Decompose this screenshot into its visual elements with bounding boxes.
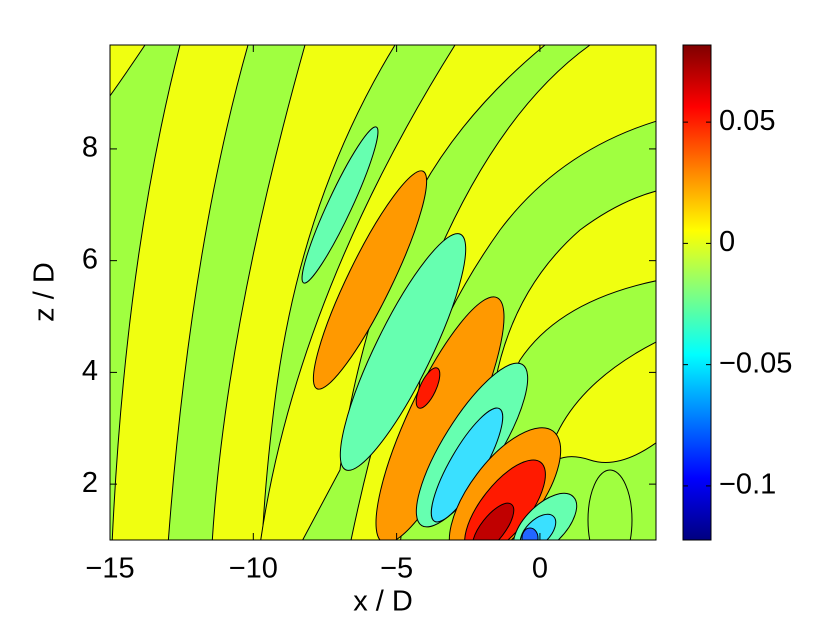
colorbar-tick-label: 0.05 [719, 105, 775, 137]
y-tick-label: 8 [82, 132, 98, 164]
x-tick-label: 0 [532, 553, 548, 585]
x-tick-label: −15 [85, 553, 134, 585]
contour-band [110, 45, 146, 97]
contour-band [489, 190, 656, 421]
x-tick-label: −10 [229, 553, 278, 585]
contour-lobe [301, 126, 379, 284]
colorbar-tick-label: 0 [719, 226, 735, 258]
contour-lobe [415, 367, 441, 409]
contour-lobe [587, 469, 633, 540]
contour-lobe [339, 233, 467, 471]
contour-lobe [519, 513, 557, 540]
colorbar-tick-label: −0.1 [719, 469, 776, 501]
y-tick-label: 2 [82, 467, 98, 499]
contour-lobe [521, 527, 539, 540]
colorbar-tick-label: −0.05 [719, 347, 792, 379]
contour-lobe [471, 502, 515, 540]
plot-frame [109, 44, 657, 541]
x-axis-label: x / D [353, 586, 413, 618]
y-axis-label: z / D [29, 262, 61, 322]
contour-lobe [312, 170, 428, 390]
contour-band [111, 45, 249, 540]
x-tick-label: −5 [380, 553, 413, 585]
colorbar [682, 44, 712, 541]
y-tick-label: 6 [82, 243, 98, 275]
contour-band [211, 45, 396, 540]
y-tick-label: 4 [82, 355, 98, 387]
contour-field [110, 45, 656, 540]
